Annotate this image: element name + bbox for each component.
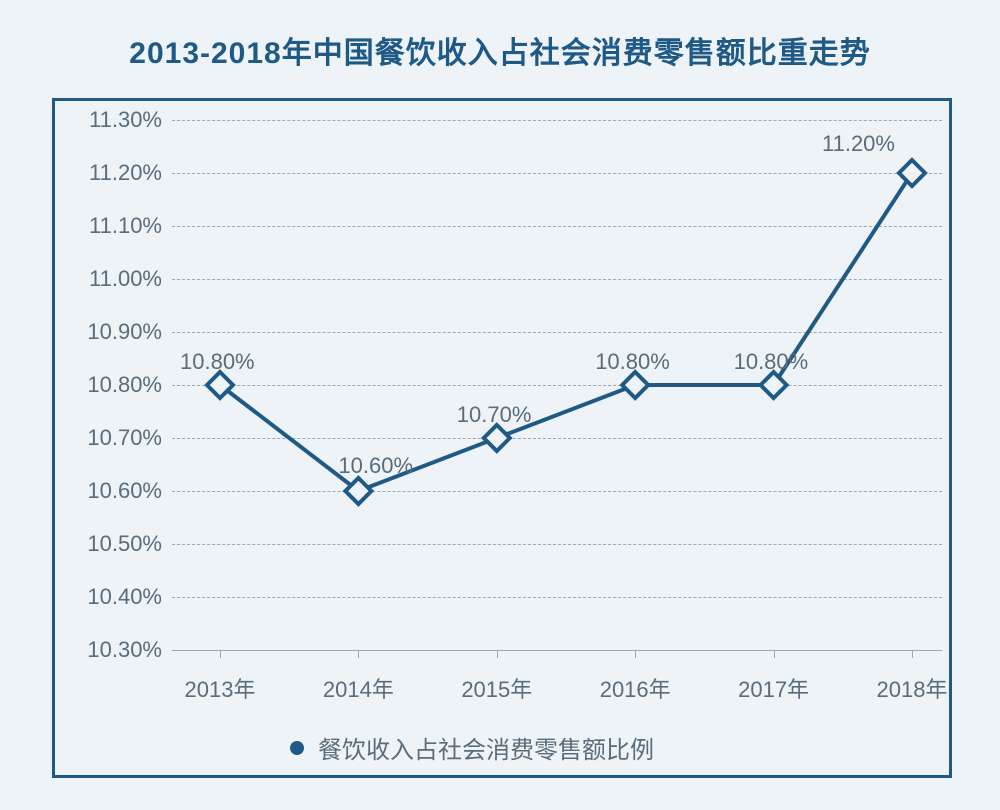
data-marker (484, 425, 510, 451)
x-axis-line (172, 650, 942, 651)
x-tick-label: 2016年 (575, 672, 695, 704)
legend-label: 餐饮收入占社会消费零售额比例 (318, 737, 654, 764)
legend-marker-icon (290, 741, 304, 755)
data-label: 10.70% (457, 402, 532, 428)
x-tick (358, 650, 359, 658)
y-tick-label: 10.80% (52, 372, 162, 398)
chart-title: 2013-2018年中国餐饮收入占社会消费零售额比重走势 (0, 28, 1000, 72)
x-tick (912, 650, 913, 658)
data-marker (622, 372, 648, 398)
y-tick-label: 10.50% (52, 531, 162, 557)
x-tick-label: 2018年 (852, 672, 972, 704)
data-marker (761, 372, 787, 398)
y-tick-label: 11.00% (52, 266, 162, 292)
plot-area (172, 120, 942, 650)
data-label: 10.80% (734, 349, 809, 375)
y-tick-label: 11.10% (52, 213, 162, 239)
x-tick (497, 650, 498, 658)
x-tick-label: 2014年 (298, 672, 418, 704)
x-tick-label: 2015年 (437, 672, 557, 704)
x-tick-label: 2017年 (714, 672, 834, 704)
x-tick-label: 2013年 (160, 672, 280, 704)
y-tick-label: 10.40% (52, 584, 162, 610)
y-tick-label: 11.20% (52, 160, 162, 186)
x-tick (774, 650, 775, 658)
y-tick-label: 10.90% (52, 319, 162, 345)
y-tick-label: 10.60% (52, 478, 162, 504)
data-label: 11.20% (822, 131, 895, 157)
y-tick-label: 10.70% (52, 425, 162, 451)
data-marker (899, 160, 925, 186)
x-tick (220, 650, 221, 658)
data-label: 10.80% (180, 349, 255, 375)
legend: 餐饮收入占社会消费零售额比例 (290, 730, 654, 765)
data-label: 10.80% (595, 349, 670, 375)
y-tick-label: 10.30% (52, 637, 162, 663)
data-label: 10.60% (338, 453, 413, 479)
y-tick-label: 11.30% (52, 107, 162, 133)
line-series (172, 120, 942, 650)
x-tick (635, 650, 636, 658)
